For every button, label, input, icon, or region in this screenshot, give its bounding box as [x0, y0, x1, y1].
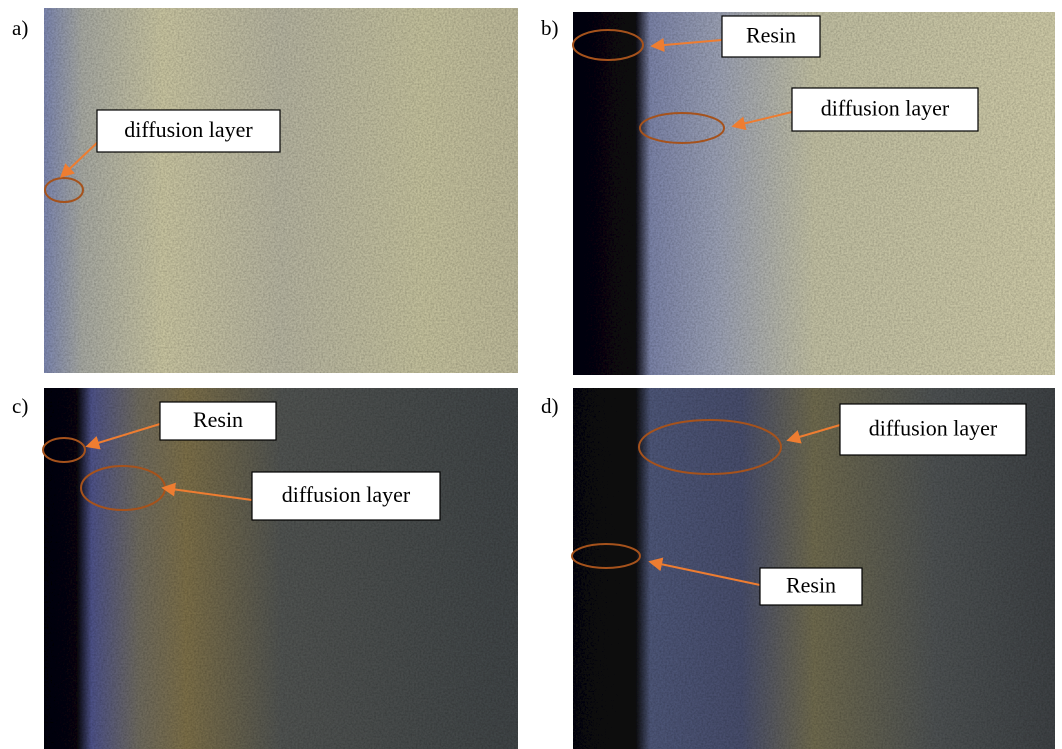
callout-text: Resin — [746, 23, 796, 48]
callout-text: diffusion layer — [869, 416, 998, 441]
micrograph — [573, 12, 1055, 375]
page: {"panels": [ {"label": "a)", "annotation… — [0, 0, 1062, 749]
figure: a)diffusion layerb)Resindiffusion layerc… — [0, 0, 1062, 749]
micrograph — [44, 388, 518, 749]
callout-text: Resin — [786, 573, 836, 598]
panel: a) diffusion layer — [12, 8, 518, 373]
callout-text: diffusion layer — [821, 96, 950, 121]
panel-label: a) — [12, 16, 28, 40]
panel-label: b) — [541, 16, 559, 40]
panel: d) diffusion layer Resin — [541, 388, 1055, 749]
panel-label: c) — [12, 394, 28, 418]
callout-text: Resin — [193, 407, 243, 432]
callout-text: diffusion layer — [282, 482, 411, 507]
micrograph — [44, 8, 518, 373]
panel: b) Resin diffusion layer — [541, 12, 1055, 375]
panel: c) Resin diffusion layer — [12, 388, 518, 749]
panel-label: d) — [541, 394, 559, 418]
callout-text: diffusion layer — [124, 117, 253, 142]
